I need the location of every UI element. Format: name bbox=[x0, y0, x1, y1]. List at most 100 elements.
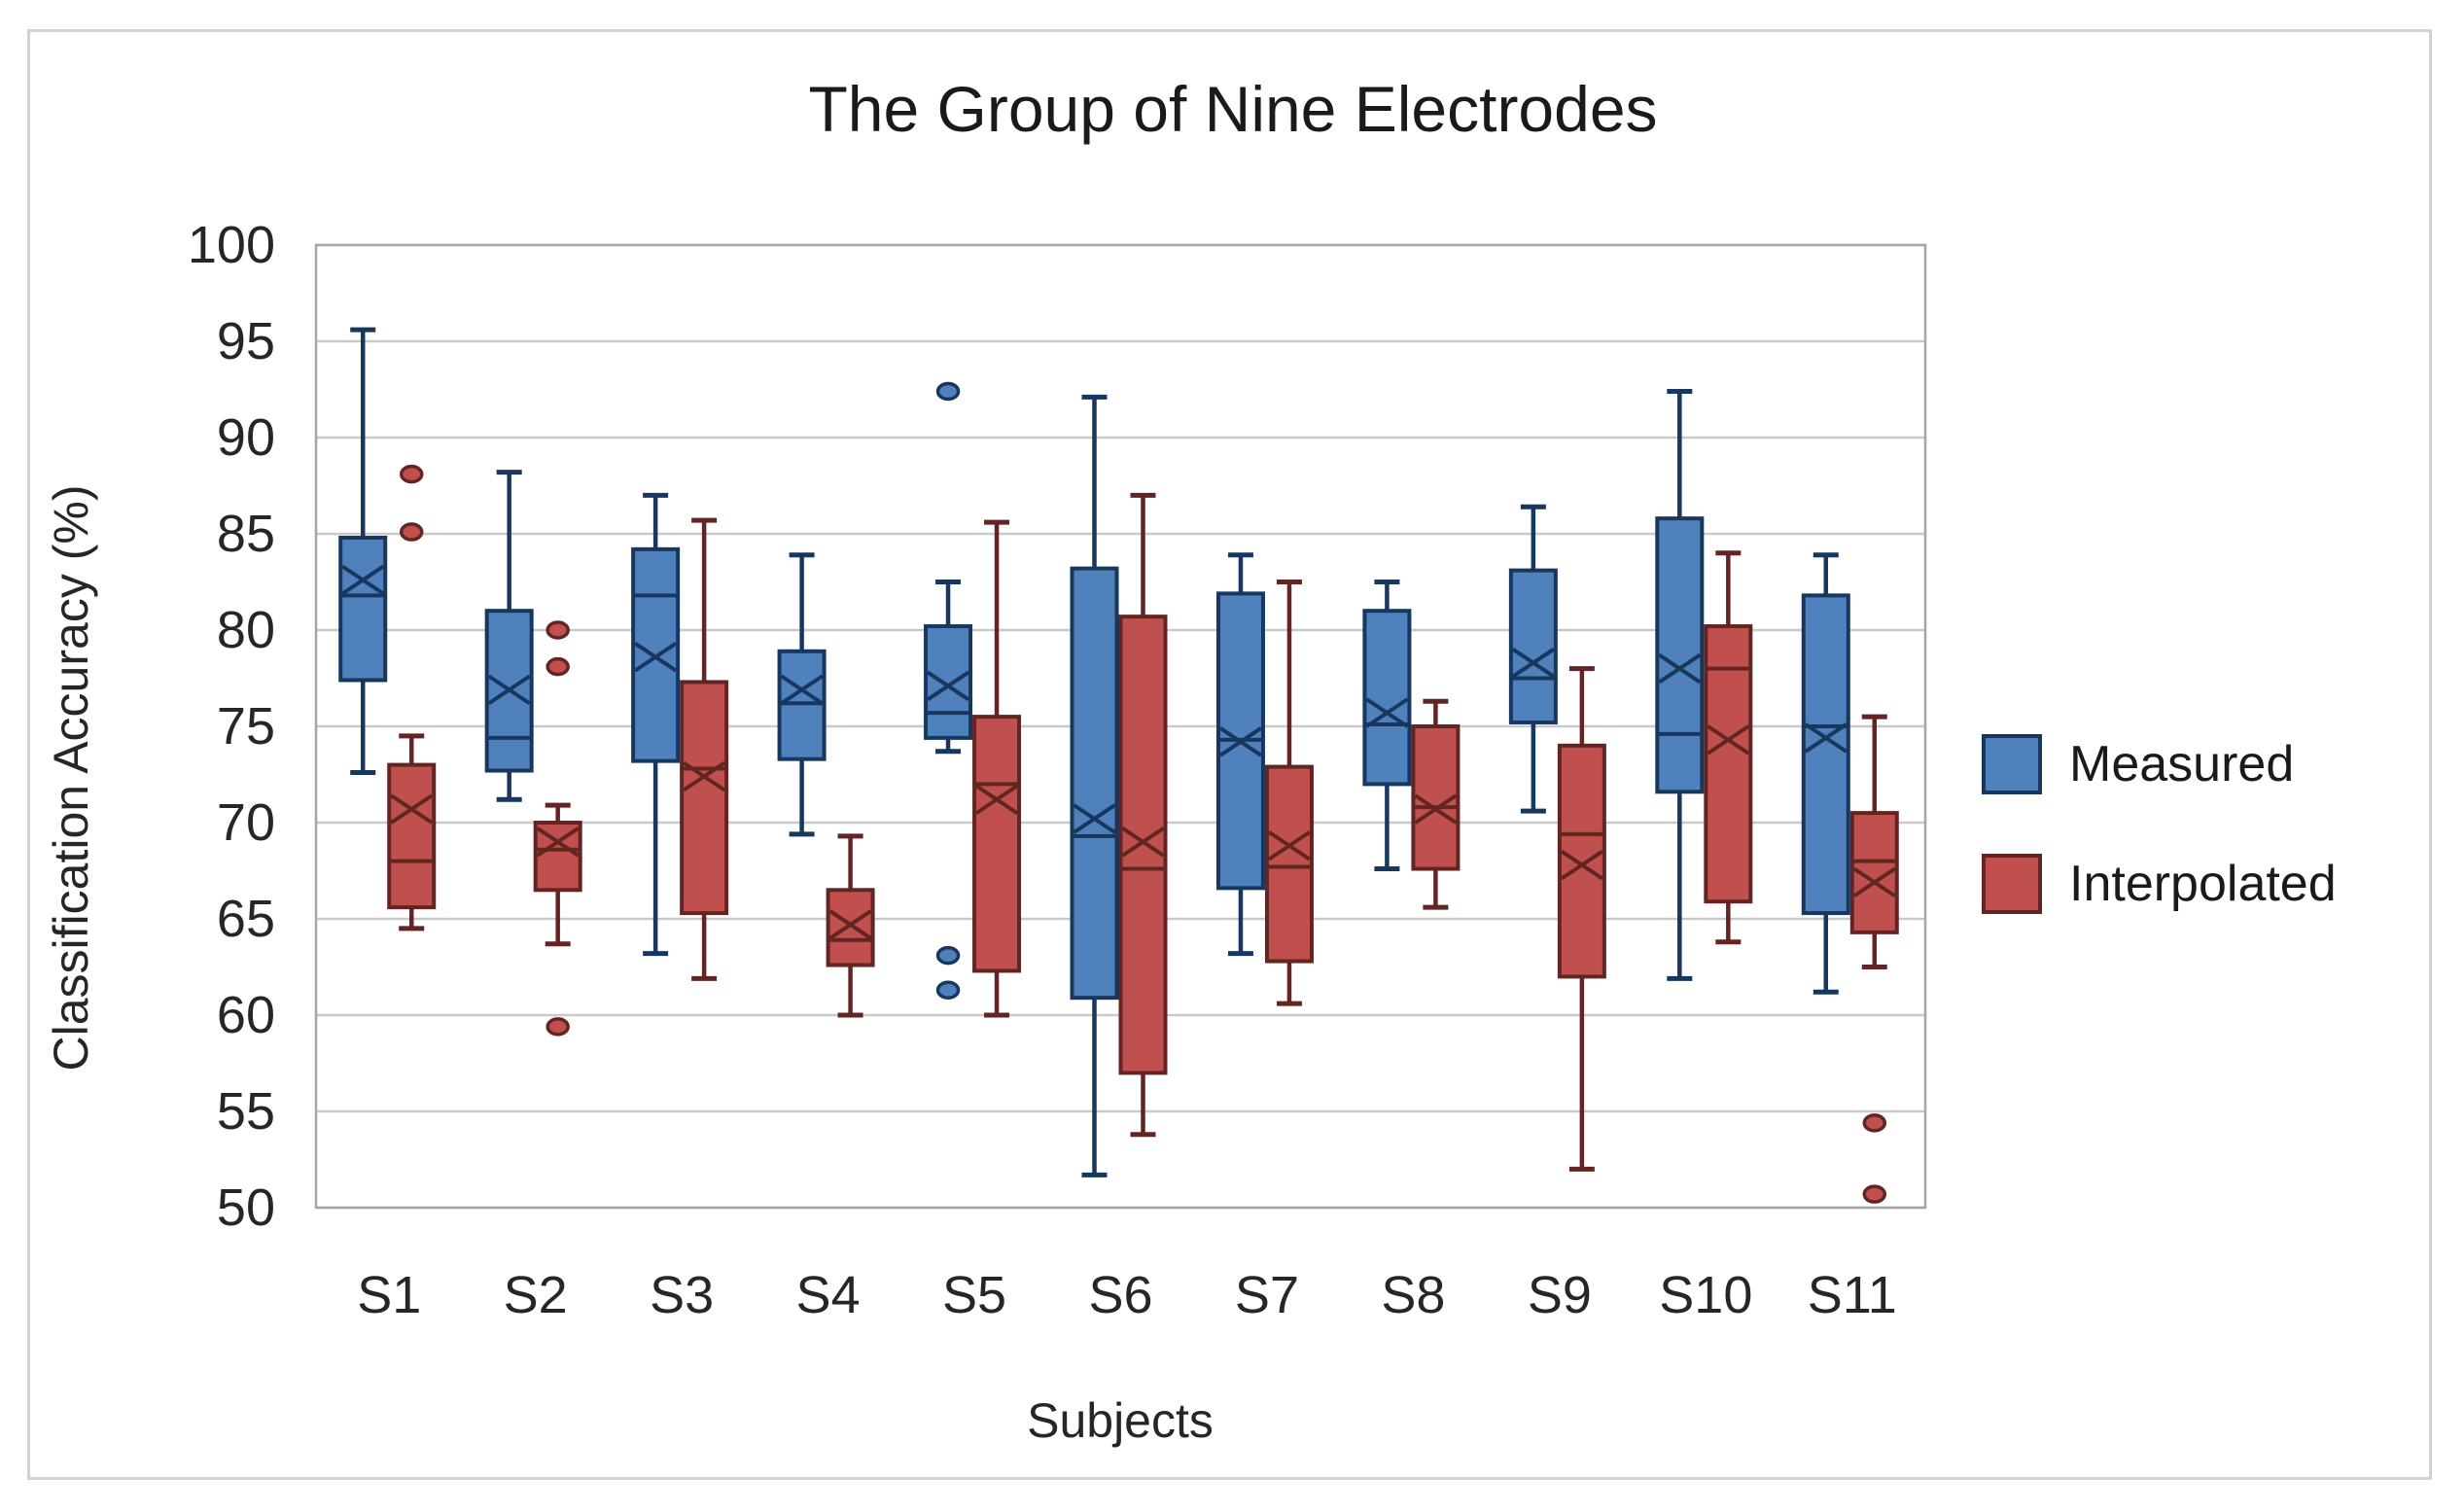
iqr-box-interpolated-s5 bbox=[972, 715, 1022, 973]
mean-marker-measured-s6 bbox=[1073, 803, 1116, 834]
mean-marker-measured-s10 bbox=[1658, 652, 1702, 685]
box-interpolated-s10 bbox=[1704, 550, 1753, 945]
mean-marker-interpolated-s2 bbox=[536, 826, 580, 858]
x-tick-label-S8: S8 bbox=[1381, 1266, 1445, 1324]
x-tick-label-S5: S5 bbox=[942, 1266, 1006, 1324]
legend-swatch-measured bbox=[1982, 734, 2042, 794]
mean-marker-measured-s8 bbox=[1365, 697, 1409, 728]
iqr-box-interpolated-s6 bbox=[1118, 615, 1168, 1075]
y-tick-label-90: 90 bbox=[217, 408, 275, 467]
legend-label-interpolated: Interpolated bbox=[2069, 856, 2337, 912]
iqr-box-interpolated-s10 bbox=[1704, 624, 1753, 904]
outlier-measured-s5 bbox=[935, 945, 961, 966]
mean-marker-interpolated-s11 bbox=[1852, 866, 1896, 898]
iqr-box-measured-s10 bbox=[1655, 516, 1705, 794]
x-tick-label-S3: S3 bbox=[650, 1266, 714, 1324]
mean-marker-measured-s5 bbox=[926, 670, 970, 702]
x-tick-label-S9: S9 bbox=[1528, 1266, 1592, 1324]
y-axis-title: Classification Accuracy (%) bbox=[44, 485, 98, 1072]
box-series bbox=[338, 327, 1899, 1204]
plot-area-border bbox=[314, 243, 1927, 1210]
mean-marker-interpolated-s8 bbox=[1414, 793, 1458, 825]
y-tick-label-75: 75 bbox=[217, 697, 275, 756]
box-interpolated-s5 bbox=[972, 519, 1022, 1018]
mean-marker-measured-s9 bbox=[1511, 647, 1555, 679]
box-measured-s7 bbox=[1215, 552, 1265, 957]
y-tick-label-60: 60 bbox=[217, 986, 275, 1044]
y-tick-label-95: 95 bbox=[217, 312, 275, 370]
outlier-interpolated-s1 bbox=[399, 464, 424, 484]
mean-marker-interpolated-s4 bbox=[828, 909, 872, 940]
box-interpolated-s2 bbox=[533, 620, 582, 1037]
x-tick-labels: S1 S2 S3 S4 S5 S6 S7 S8 S9 S10 S11 bbox=[357, 1266, 1897, 1324]
outlier-interpolated-s2 bbox=[546, 620, 570, 640]
outlier-measured-s5 bbox=[935, 980, 961, 1001]
iqr-box-interpolated-s1 bbox=[387, 762, 437, 910]
box-measured-s10 bbox=[1655, 388, 1705, 981]
outlier-interpolated-s11 bbox=[1862, 1113, 1887, 1133]
mean-marker-measured-s4 bbox=[780, 674, 824, 706]
mean-marker-measured-s7 bbox=[1218, 726, 1263, 757]
mean-marker-interpolated-s1 bbox=[390, 793, 434, 825]
box-measured-s3 bbox=[631, 492, 681, 957]
box-interpolated-s1 bbox=[387, 464, 437, 932]
box-interpolated-s3 bbox=[680, 517, 729, 981]
box-interpolated-s6 bbox=[1118, 492, 1168, 1138]
iqr-box-measured-s9 bbox=[1508, 568, 1558, 725]
x-tick-label-S4: S4 bbox=[796, 1266, 861, 1324]
box-measured-s4 bbox=[777, 552, 827, 837]
mean-marker-measured-s1 bbox=[341, 564, 385, 596]
iqr-box-measured-s11 bbox=[1801, 593, 1850, 916]
x-tick-label-S2: S2 bbox=[504, 1266, 568, 1324]
y-tick-label-100: 100 bbox=[188, 216, 275, 274]
box-interpolated-s4 bbox=[826, 833, 875, 1018]
iqr-box-measured-s8 bbox=[1362, 609, 1412, 787]
legend bbox=[1982, 734, 2042, 914]
mean-marker-interpolated-s7 bbox=[1267, 830, 1312, 861]
x-tick-label-S1: S1 bbox=[357, 1266, 421, 1324]
box-measured-s1 bbox=[338, 327, 388, 776]
outlier-interpolated-s1 bbox=[399, 522, 424, 542]
mean-marker-interpolated-s6 bbox=[1121, 826, 1165, 858]
x-tick-label-S7: S7 bbox=[1235, 1266, 1299, 1324]
box-measured-s9 bbox=[1508, 504, 1558, 814]
box-measured-s5 bbox=[924, 381, 973, 1001]
box-interpolated-s9 bbox=[1557, 666, 1606, 1172]
iqr-box-measured-s6 bbox=[1070, 566, 1119, 1001]
box-interpolated-s11 bbox=[1849, 714, 1899, 1204]
box-measured-s6 bbox=[1070, 394, 1119, 1178]
y-tick-labels: 50 55 60 65 70 75 80 85 90 95 100 bbox=[188, 216, 275, 1237]
y-tick-label-80: 80 bbox=[217, 601, 275, 659]
iqr-box-interpolated-s4 bbox=[826, 888, 875, 967]
box-interpolated-s7 bbox=[1264, 580, 1314, 1006]
mean-marker-interpolated-s9 bbox=[1560, 849, 1603, 881]
y-tick-label-70: 70 bbox=[217, 793, 275, 852]
mean-marker-measured-s3 bbox=[634, 642, 678, 673]
iqr-box-measured-s1 bbox=[338, 535, 388, 683]
mean-marker-interpolated-s5 bbox=[974, 784, 1019, 815]
outlier-interpolated-s11 bbox=[1862, 1184, 1887, 1204]
x-tick-label-S11: S11 bbox=[1808, 1266, 1897, 1324]
x-tick-label-S6: S6 bbox=[1088, 1266, 1152, 1324]
y-tick-label-55: 55 bbox=[217, 1082, 275, 1141]
y-tick-label-50: 50 bbox=[217, 1178, 275, 1237]
iqr-box-interpolated-s3 bbox=[680, 680, 729, 916]
box-measured-s11 bbox=[1801, 552, 1850, 995]
legend-label-measured: Measured bbox=[2069, 736, 2294, 792]
y-tick-label-85: 85 bbox=[217, 505, 275, 563]
mean-marker-interpolated-s3 bbox=[683, 760, 726, 792]
outlier-measured-s5 bbox=[935, 381, 961, 402]
box-measured-s2 bbox=[484, 470, 534, 802]
mean-marker-interpolated-s10 bbox=[1707, 724, 1750, 756]
outlier-interpolated-s2 bbox=[546, 656, 570, 677]
outlier-interpolated-s2 bbox=[546, 1017, 570, 1037]
x-axis-title: Subjects bbox=[1027, 1393, 1214, 1448]
x-tick-label-S10: S10 bbox=[1659, 1266, 1752, 1324]
box-measured-s8 bbox=[1362, 580, 1412, 872]
iqr-box-interpolated-s7 bbox=[1264, 764, 1314, 964]
iqr-box-measured-s5 bbox=[924, 624, 973, 740]
chart-title: The Group of Nine Electrodes bbox=[808, 73, 1657, 145]
iqr-box-interpolated-s9 bbox=[1557, 743, 1606, 979]
mean-marker-measured-s2 bbox=[487, 674, 531, 706]
